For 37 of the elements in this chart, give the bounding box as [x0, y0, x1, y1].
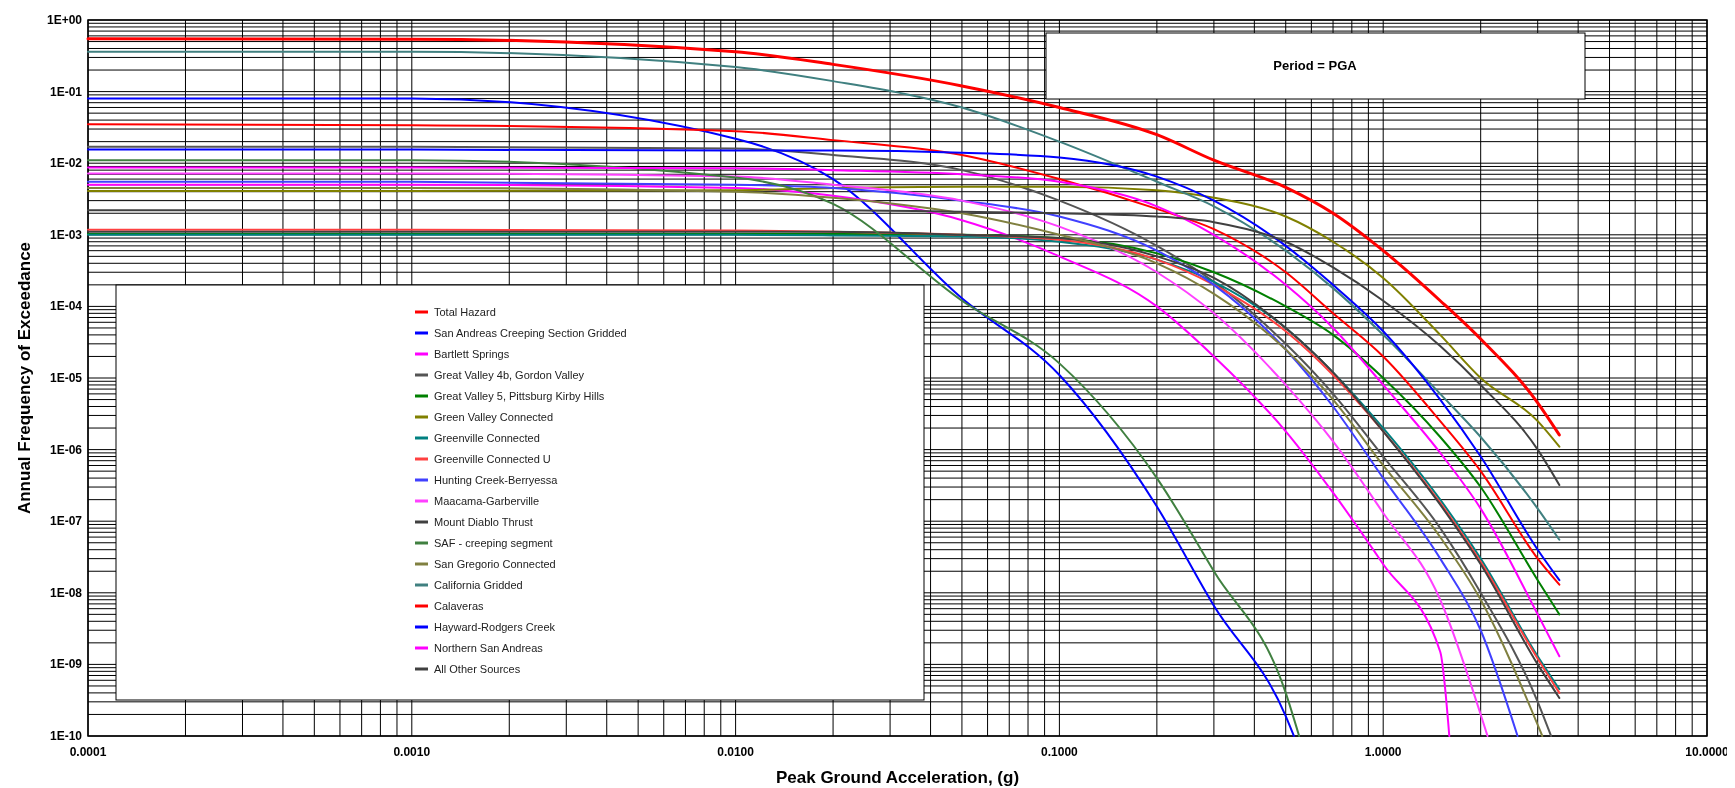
legend-label: California Gridded: [434, 579, 523, 591]
y-tick-label: 1E-01: [49, 84, 83, 99]
y-tick-label: 1E-06: [49, 442, 83, 457]
y-tick-label: 1E+00: [46, 13, 83, 27]
legend-label: All Other Sources: [434, 663, 521, 675]
legend-label: Great Valley 5, Pittsburg Kirby Hills: [434, 390, 605, 402]
y-tick-label: 1E-10: [49, 729, 83, 743]
y-tick-label: 1E-03: [49, 227, 83, 242]
x-tick-label: 0.0010: [393, 745, 431, 759]
legend-label: Calaveras: [434, 600, 485, 612]
legend-label: Bartlett Springs: [434, 348, 510, 360]
y-tick-label: 1E-04: [49, 299, 83, 314]
x-tick-label: 0.1000: [1041, 745, 1079, 759]
legend-label: Hunting Creek-Berryessa: [434, 474, 559, 486]
y-tick-label: 1E-08: [49, 585, 83, 600]
x-axis-title: Peak Ground Acceleration, (g): [775, 768, 1020, 787]
annotation: Period = PGA: [1273, 58, 1358, 73]
x-tick-label: 0.0001: [69, 745, 107, 759]
y-tick-label: 1E-07: [49, 514, 83, 529]
legend-label: San Gregorio Connected: [434, 558, 556, 570]
x-tick-label: 0.0100: [717, 745, 755, 759]
legend-label: SAF - creeping segment: [434, 537, 553, 549]
legend-label: Great Valley 4b, Gordon Valley: [434, 369, 585, 381]
x-tick-label: 1.0000: [1364, 745, 1402, 759]
legend-label: San Andreas Creeping Section Gridded: [434, 327, 627, 339]
y-axis-title: Annual Frequency of Exceedance: [15, 241, 34, 515]
legend-label: Greenville Connected: [434, 432, 540, 444]
y-tick-label: 1E-09: [49, 657, 83, 672]
legend-label: Greenville Connected U: [434, 453, 551, 465]
legend-label: Green Valley Connected: [434, 411, 554, 423]
y-tick-label: 1E-05: [49, 371, 83, 385]
legend-label: Hayward-Rodgers Creek: [434, 621, 556, 633]
legend-label: Total Hazard: [434, 306, 496, 318]
legend-label: Northern San Andreas: [434, 642, 544, 654]
y-tick-label: 1E-02: [49, 156, 83, 171]
legend-label: Maacama-Garberville: [434, 495, 540, 507]
legend-label: Mount Diablo Thrust: [434, 516, 533, 528]
